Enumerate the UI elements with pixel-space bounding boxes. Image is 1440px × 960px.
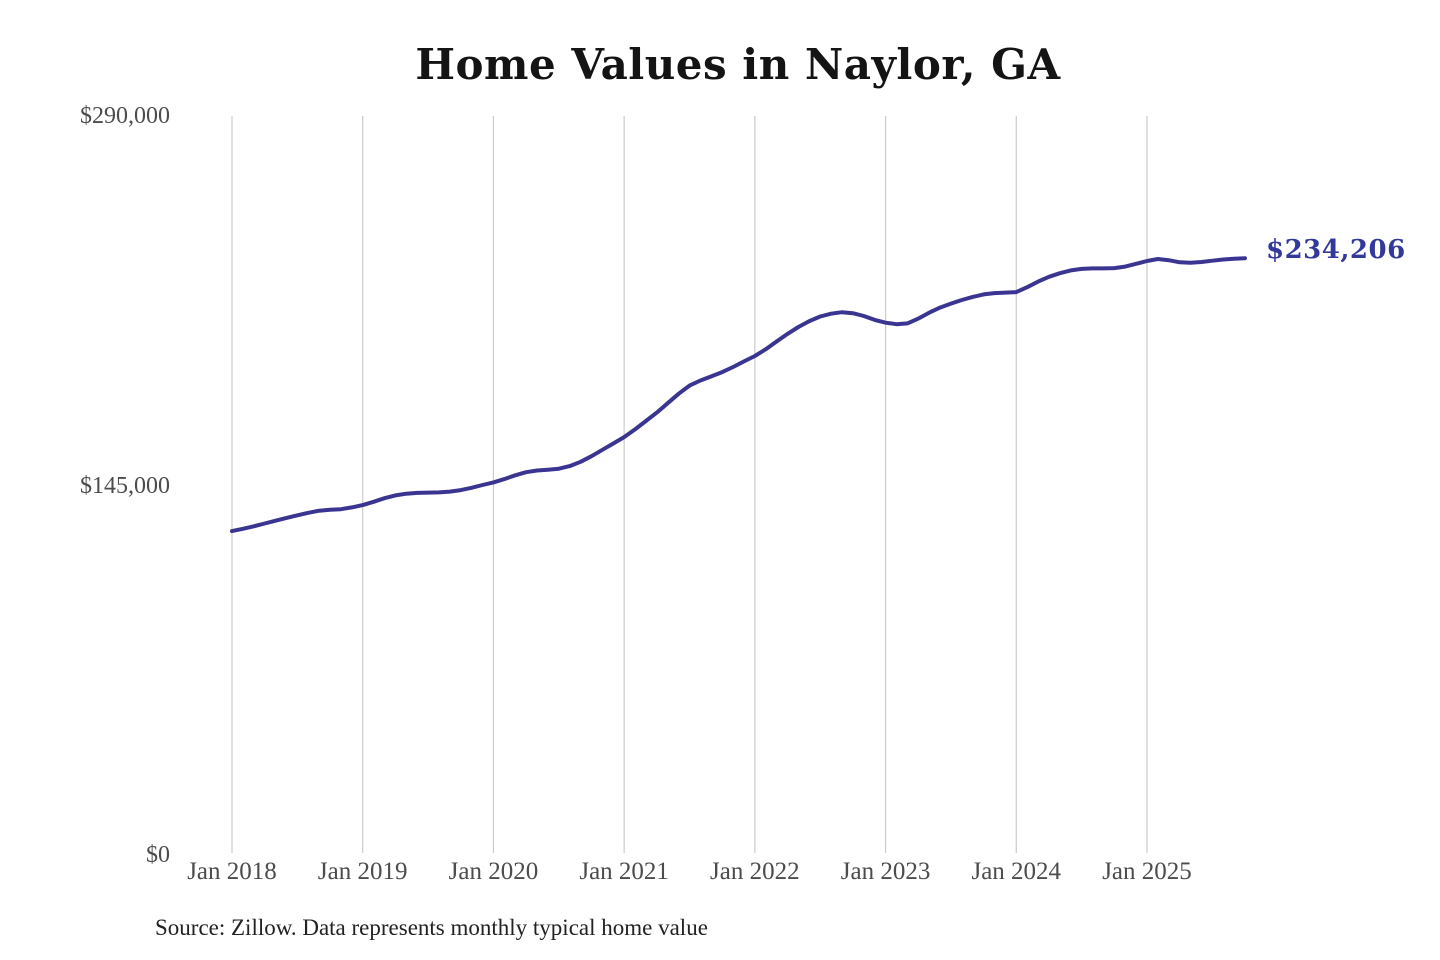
x-tick-label: Jan 2025: [1102, 858, 1192, 885]
x-tick-label: Jan 2018: [187, 858, 277, 885]
x-tick-label: Jan 2023: [840, 858, 931, 885]
x-tick-label: Jan 2019: [317, 858, 408, 885]
latest-value-label: $234,206: [1266, 235, 1406, 265]
gridlines: [231, 116, 1148, 853]
y-tick-label-290000: $290,000: [80, 103, 170, 129]
y-tick-label-145000: $145,000: [80, 473, 170, 499]
x-tick-label: Jan 2021: [579, 858, 669, 885]
home-value-line: [230, 256, 1247, 534]
y-tick-label-0: $0: [146, 842, 170, 868]
x-tick-label: Jan 2020: [448, 858, 539, 885]
chart-title: Home Values in Naylor, GA: [415, 40, 1061, 89]
x-tick-label: Jan 2024: [971, 858, 1062, 885]
source-note: Source: Zillow. Data represents monthly …: [155, 915, 708, 940]
x-tick-label: Jan 2022: [710, 858, 800, 885]
